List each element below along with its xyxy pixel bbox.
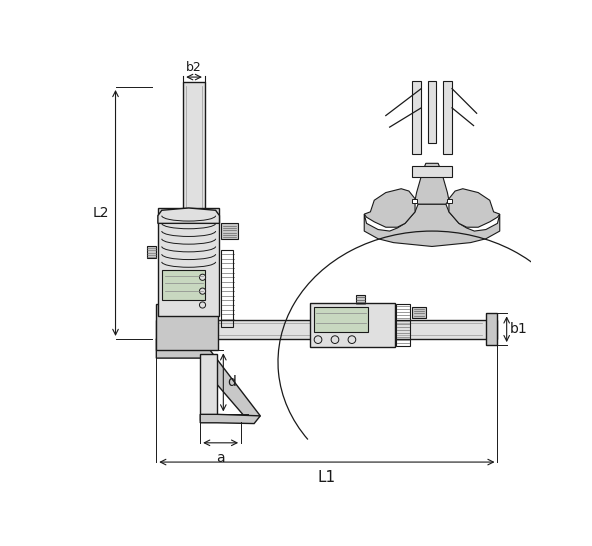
Polygon shape [156, 339, 260, 422]
Bar [412, 81, 422, 154]
Bar [412, 306, 426, 318]
Circle shape [331, 336, 339, 343]
Polygon shape [200, 414, 260, 424]
Circle shape [200, 302, 205, 308]
Polygon shape [356, 295, 365, 302]
Bar [162, 270, 205, 300]
Text: b1: b1 [510, 322, 527, 336]
Polygon shape [449, 189, 500, 227]
Text: L2: L2 [93, 206, 110, 220]
Circle shape [200, 274, 205, 280]
Polygon shape [364, 189, 415, 227]
Bar [221, 223, 238, 239]
Bar [428, 81, 436, 143]
Polygon shape [158, 208, 220, 223]
Bar [184, 82, 205, 339]
Polygon shape [364, 204, 500, 246]
Bar [221, 250, 233, 327]
Circle shape [314, 336, 322, 343]
Circle shape [348, 336, 356, 343]
Bar [486, 313, 497, 345]
Circle shape [200, 288, 205, 294]
Text: a: a [216, 450, 225, 465]
Text: b2: b2 [186, 61, 202, 74]
Polygon shape [415, 163, 449, 204]
Bar [314, 307, 368, 332]
Bar [310, 302, 395, 347]
Bar [412, 165, 452, 177]
Bar [158, 208, 220, 316]
Text: d: d [227, 376, 236, 389]
Bar [443, 81, 452, 154]
Bar [200, 354, 217, 420]
Polygon shape [147, 246, 156, 258]
Bar [396, 304, 410, 346]
Bar [412, 199, 417, 203]
Text: L1: L1 [318, 470, 336, 485]
Bar [156, 319, 497, 339]
Bar [448, 199, 452, 203]
Bar [156, 304, 218, 351]
